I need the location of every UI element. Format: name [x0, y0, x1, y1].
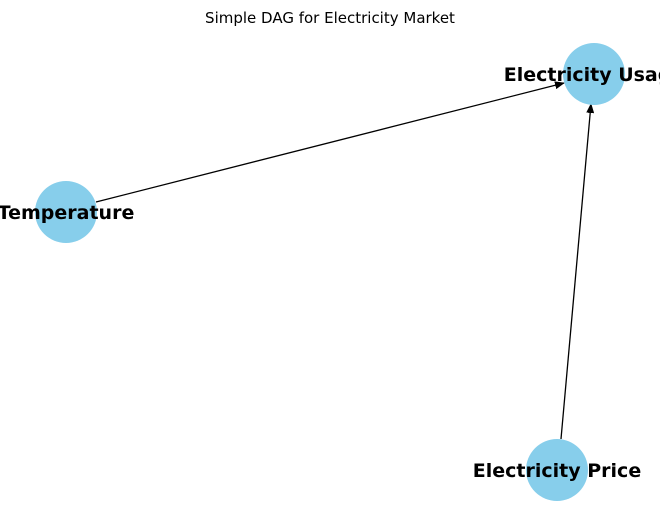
node-usage — [563, 43, 625, 105]
edge-temperature-to-usage — [95, 81, 565, 203]
node-label-usage: Electricity Usage — [504, 64, 660, 86]
node-temperature — [35, 181, 97, 243]
diagram-title: Simple DAG for Electricity Market — [205, 9, 455, 27]
node-label-temperature: Temperature — [0, 202, 134, 224]
edge-price-to-usage — [560, 103, 595, 440]
node-label-price: Electricity Price — [473, 460, 641, 482]
node-price — [526, 439, 588, 501]
